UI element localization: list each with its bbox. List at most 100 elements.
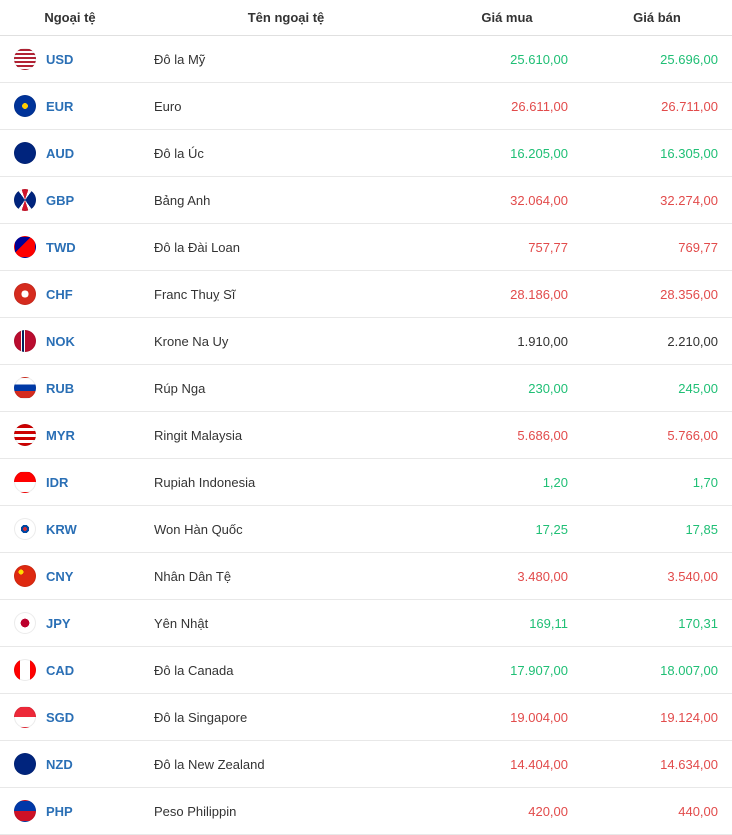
cell-sell-price: 170,31 bbox=[582, 600, 732, 647]
table-row: EUREuro26.611,0026.711,00 bbox=[0, 83, 732, 130]
flag-icon bbox=[14, 800, 36, 822]
cell-sell-price: 17,85 bbox=[582, 506, 732, 553]
table-row: CNY Nhân Dân Tệ3.480,003.540,00 bbox=[0, 553, 732, 600]
cell-currency-name: Đô la Singapore bbox=[140, 694, 432, 741]
flag-icon bbox=[14, 565, 36, 587]
header-currency-name: Tên ngoại tệ bbox=[140, 0, 432, 36]
table-row: AUDĐô la Úc16.205,0016.305,00 bbox=[0, 130, 732, 177]
cell-currency-code: RUB bbox=[0, 365, 140, 412]
table-row: PHP Peso Philippin420,00440,00 bbox=[0, 788, 732, 835]
flag-icon bbox=[14, 424, 36, 446]
flag-icon bbox=[14, 189, 36, 211]
cell-sell-price: 440,00 bbox=[582, 788, 732, 835]
table-row: IDRRupiah Indonesia1,201,70 bbox=[0, 459, 732, 506]
cell-buy-price: 28.186,00 bbox=[432, 271, 582, 318]
currency-code-link[interactable]: TWD bbox=[46, 240, 76, 255]
cell-sell-price: 28.356,00 bbox=[582, 271, 732, 318]
flag-icon bbox=[14, 377, 36, 399]
cell-buy-price: 17,25 bbox=[432, 506, 582, 553]
flag-icon bbox=[14, 471, 36, 493]
cell-currency-code: CNY bbox=[0, 553, 140, 600]
cell-currency-name: Rupiah Indonesia bbox=[140, 459, 432, 506]
cell-currency-code: TWD bbox=[0, 224, 140, 271]
cell-buy-price: 757,77 bbox=[432, 224, 582, 271]
currency-code-link[interactable]: PHP bbox=[46, 804, 73, 819]
cell-currency-code: MYR bbox=[0, 412, 140, 459]
table-row: NOKKrone Na Uy1.910,002.210,00 bbox=[0, 318, 732, 365]
cell-sell-price: 18.007,00 bbox=[582, 647, 732, 694]
currency-code-link[interactable]: CHF bbox=[46, 287, 73, 302]
cell-sell-price: 3.540,00 bbox=[582, 553, 732, 600]
currency-code-link[interactable]: MYR bbox=[46, 428, 75, 443]
cell-sell-price: 245,00 bbox=[582, 365, 732, 412]
currency-code-link[interactable]: RUB bbox=[46, 381, 74, 396]
cell-currency-name: Đô la New Zealand bbox=[140, 741, 432, 788]
currency-code-link[interactable]: NOK bbox=[46, 334, 75, 349]
cell-currency-code: NZD bbox=[0, 741, 140, 788]
cell-currency-code: SGD bbox=[0, 694, 140, 741]
currency-table: Ngoại tệ Tên ngoại tệ Giá mua Giá bán US… bbox=[0, 0, 732, 835]
cell-buy-price: 16.205,00 bbox=[432, 130, 582, 177]
cell-buy-price: 25.610,00 bbox=[432, 36, 582, 83]
cell-currency-name: Krone Na Uy bbox=[140, 318, 432, 365]
cell-buy-price: 14.404,00 bbox=[432, 741, 582, 788]
table-row: CADĐô la Canada17.907,0018.007,00 bbox=[0, 647, 732, 694]
currency-code-link[interactable]: EUR bbox=[46, 99, 73, 114]
cell-currency-code: CAD bbox=[0, 647, 140, 694]
cell-currency-name: Đô la Đài Loan bbox=[140, 224, 432, 271]
cell-sell-price: 16.305,00 bbox=[582, 130, 732, 177]
flag-icon bbox=[14, 236, 36, 258]
flag-icon bbox=[14, 706, 36, 728]
cell-currency-name: Nhân Dân Tệ bbox=[140, 553, 432, 600]
header-currency-code: Ngoại tệ bbox=[0, 0, 140, 36]
cell-currency-code: JPY bbox=[0, 600, 140, 647]
cell-currency-name: Rúp Nga bbox=[140, 365, 432, 412]
table-row: TWD Đô la Đài Loan757,77769,77 bbox=[0, 224, 732, 271]
currency-code-link[interactable]: SGD bbox=[46, 710, 74, 725]
table-header-row: Ngoại tệ Tên ngoại tệ Giá mua Giá bán bbox=[0, 0, 732, 36]
currency-code-link[interactable]: AUD bbox=[46, 146, 74, 161]
cell-sell-price: 14.634,00 bbox=[582, 741, 732, 788]
flag-icon bbox=[14, 659, 36, 681]
cell-currency-name: Đô la Mỹ bbox=[140, 36, 432, 83]
table-row: USDĐô la Mỹ25.610,0025.696,00 bbox=[0, 36, 732, 83]
cell-buy-price: 26.611,00 bbox=[432, 83, 582, 130]
flag-icon bbox=[14, 330, 36, 352]
cell-sell-price: 1,70 bbox=[582, 459, 732, 506]
cell-currency-code: GBP bbox=[0, 177, 140, 224]
cell-sell-price: 769,77 bbox=[582, 224, 732, 271]
flag-icon bbox=[14, 283, 36, 305]
currency-code-link[interactable]: GBP bbox=[46, 193, 74, 208]
cell-currency-name: Franc Thuỵ Sĩ bbox=[140, 271, 432, 318]
cell-currency-code: KRW bbox=[0, 506, 140, 553]
currency-code-link[interactable]: IDR bbox=[46, 475, 68, 490]
cell-currency-code: USD bbox=[0, 36, 140, 83]
currency-code-link[interactable]: NZD bbox=[46, 757, 73, 772]
cell-sell-price: 19.124,00 bbox=[582, 694, 732, 741]
currency-code-link[interactable]: KRW bbox=[46, 522, 77, 537]
cell-currency-name: Yên Nhật bbox=[140, 600, 432, 647]
table-row: JPYYên Nhật169,11170,31 bbox=[0, 600, 732, 647]
cell-currency-name: Won Hàn Quốc bbox=[140, 506, 432, 553]
cell-buy-price: 420,00 bbox=[432, 788, 582, 835]
cell-currency-code: NOK bbox=[0, 318, 140, 365]
cell-currency-code: IDR bbox=[0, 459, 140, 506]
cell-currency-name: Peso Philippin bbox=[140, 788, 432, 835]
table-row: GBPBảng Anh32.064,0032.274,00 bbox=[0, 177, 732, 224]
flag-icon bbox=[14, 142, 36, 164]
currency-code-link[interactable]: JPY bbox=[46, 616, 71, 631]
header-sell-price: Giá bán bbox=[582, 0, 732, 36]
currency-code-link[interactable]: USD bbox=[46, 52, 73, 67]
cell-currency-code: EUR bbox=[0, 83, 140, 130]
currency-code-link[interactable]: CAD bbox=[46, 663, 74, 678]
cell-buy-price: 5.686,00 bbox=[432, 412, 582, 459]
cell-sell-price: 26.711,00 bbox=[582, 83, 732, 130]
currency-code-link[interactable]: CNY bbox=[46, 569, 73, 584]
flag-icon bbox=[14, 612, 36, 634]
cell-sell-price: 32.274,00 bbox=[582, 177, 732, 224]
flag-icon bbox=[14, 48, 36, 70]
table-row: MYRRingit Malaysia5.686,005.766,00 bbox=[0, 412, 732, 459]
cell-buy-price: 3.480,00 bbox=[432, 553, 582, 600]
cell-currency-name: Đô la Canada bbox=[140, 647, 432, 694]
table-row: RUBRúp Nga230,00245,00 bbox=[0, 365, 732, 412]
